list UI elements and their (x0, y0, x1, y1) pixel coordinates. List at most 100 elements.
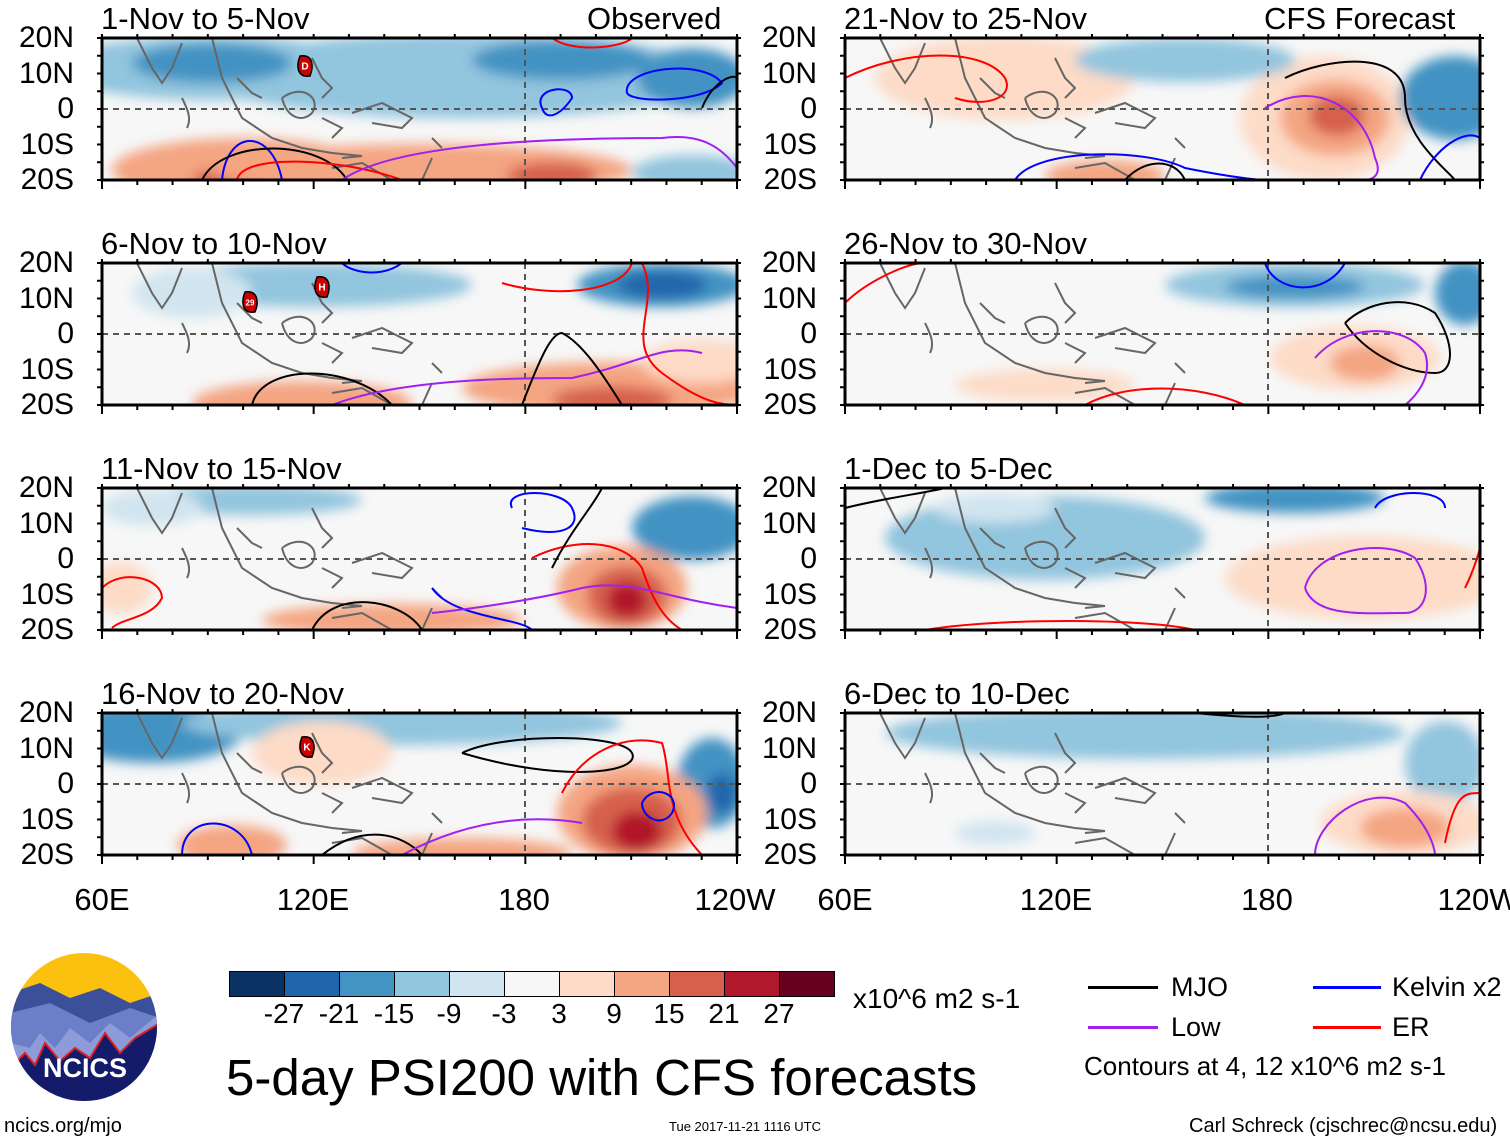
ytick-label: 20N (761, 696, 817, 729)
colorbar-swatch (560, 972, 615, 996)
ytick-label: 20N (18, 696, 74, 729)
colorbar-swatch (615, 972, 670, 996)
psi-anomaly-region (642, 339, 737, 383)
contour-line (221, 140, 283, 180)
contour-line (1124, 162, 1186, 180)
figure-title: 5-day PSI200 with CFS forecasts (226, 1049, 978, 1106)
psi-anomaly-region (472, 40, 652, 80)
contour-line (539, 88, 574, 117)
colorbar-swatch (780, 972, 834, 996)
contour-line (1314, 330, 1428, 405)
ytick-label: 20N (18, 246, 74, 279)
footer-timestamp: Tue 2017-11-21 1116 UTC (669, 1119, 821, 1134)
contour-line (1284, 60, 1456, 180)
psi-anomaly-region (1435, 263, 1480, 325)
legend-kelvin-label: Kelvin x2 (1392, 972, 1502, 1002)
ytick-label: 10S (20, 577, 74, 611)
psi-anomaly-region (507, 162, 597, 180)
ytick-label: 10S (20, 802, 74, 836)
footer-author: Carl Schreck (cjschrec@ncsu.edu) (1189, 1115, 1498, 1137)
legend-mjo-label: MJO (1171, 972, 1228, 1002)
psi-anomaly-region (1045, 160, 1165, 180)
psi-anomaly-region (102, 490, 202, 526)
ytick-label: 10S (763, 802, 817, 836)
colorbar-tick-label: 9 (606, 998, 622, 1029)
psi-anomaly-region (955, 369, 1135, 401)
coastline (136, 38, 443, 180)
xtick-180: 180 (498, 882, 550, 917)
xtick-120w-right: 120W (1437, 882, 1510, 917)
ytick-label: 20N (761, 471, 817, 504)
panel-title: 21-Nov to 25-Nov (844, 1, 1087, 36)
coastline (136, 263, 443, 405)
psi-anomaly-region (552, 386, 672, 405)
psi-anomaly-region (132, 268, 252, 318)
contour-line (102, 576, 164, 629)
panel-title: 6-Dec to 10-Dec (844, 676, 1070, 711)
ytick-label: 10N (761, 731, 817, 765)
contour-line (341, 136, 737, 180)
colorbar-swatch (230, 972, 285, 996)
colorbar-swatch (395, 972, 450, 996)
psi-anomaly-region (1075, 38, 1295, 82)
xtick-60e-right: 60E (817, 882, 873, 917)
xtick-60e: 60E (74, 882, 130, 917)
psi-anomaly-region (1400, 56, 1480, 140)
map-panel: K (97, 709, 741, 864)
psi-anomaly-region (1309, 96, 1365, 136)
ytick-label: 20S (20, 838, 74, 871)
map-panel (840, 709, 1484, 864)
contour-line (641, 791, 675, 822)
forecast-label: CFS Forecast (1264, 1, 1456, 36)
colorbar-tick-label: -27 (263, 998, 305, 1029)
contour-line (641, 263, 737, 405)
ytick-label: 10N (18, 506, 74, 540)
colorbar-tick-label: 21 (708, 998, 740, 1029)
contour-line (331, 349, 703, 405)
ytick-label: 10N (18, 56, 74, 90)
contour-line (501, 263, 633, 293)
storm-label: D (301, 62, 308, 73)
contour-line (924, 620, 1196, 630)
psi-anomaly-region (885, 713, 1405, 759)
colorbar-swatch (450, 972, 505, 996)
storm-label: H (318, 283, 325, 294)
map-panel: D (97, 34, 741, 189)
legend-er-label: ER (1392, 1012, 1430, 1042)
ytick-label: 0 (800, 542, 817, 575)
tropical-cyclone-icon: H (314, 276, 330, 298)
panel-title: 26-Nov to 30-Nov (844, 226, 1087, 261)
contour-line (401, 818, 583, 855)
coastline (879, 38, 1186, 180)
colorbar-tick-label: 3 (551, 998, 567, 1029)
ytick-label: 20N (761, 246, 817, 279)
panel-title: 6-Nov to 10-Nov (101, 226, 327, 261)
contour-line (845, 54, 1008, 103)
contour-line (1264, 263, 1346, 289)
legend-low-label: Low (1171, 1012, 1221, 1042)
coastline (879, 263, 1186, 405)
contour-line (1444, 792, 1480, 844)
ytick-label: 0 (57, 317, 74, 350)
psi-anomaly-region (632, 496, 737, 560)
psi-anomaly-region (612, 811, 662, 851)
tropical-cyclone-icon: 29 (242, 291, 258, 313)
psi-anomaly-region (637, 48, 737, 108)
psi-anomaly-region (1225, 536, 1480, 620)
psi-anomaly-region (707, 773, 737, 813)
contour-line (236, 160, 403, 180)
contour-line (1344, 301, 1451, 375)
observed-label: Observed (587, 1, 722, 36)
colorbar-swatch (725, 972, 780, 996)
xtick-180-right: 180 (1241, 882, 1293, 917)
psi-anomaly-region (192, 381, 412, 405)
psi-anomaly-region (955, 821, 1035, 845)
psi-anomaly-region (352, 838, 572, 855)
contour-line (431, 587, 533, 630)
psi-anomaly-region (1205, 488, 1385, 513)
tropical-cyclone-icon: K (299, 736, 315, 758)
storm-label: K (303, 743, 311, 754)
ytick-label: 20S (763, 613, 817, 646)
ytick-label: 20S (20, 163, 74, 196)
contour-line (201, 147, 348, 180)
